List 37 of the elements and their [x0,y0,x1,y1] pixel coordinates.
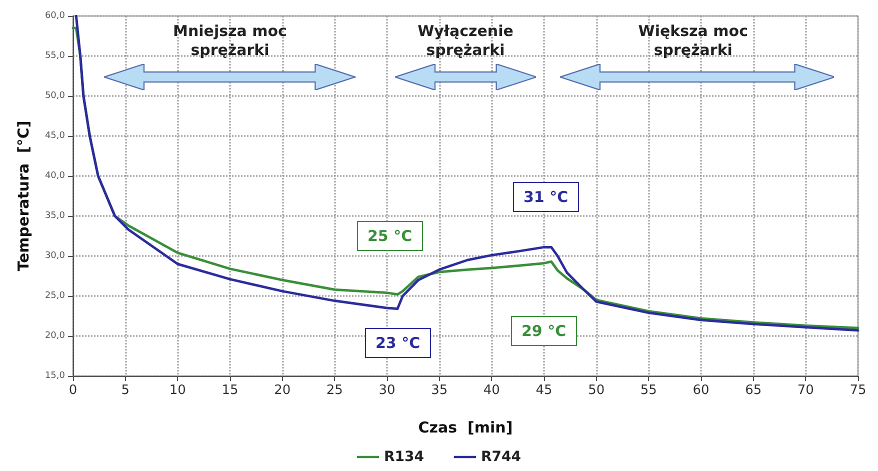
x-tick-label: 25 [326,383,343,398]
y-tick-label: 30,0 [44,251,66,261]
x-tick-label: 30 [378,383,396,398]
y-tick-label: 45,0 [44,131,66,141]
y-tick-label: 50,0 [44,91,66,101]
x-tick-label: 75 [850,383,866,398]
x-tick-label: 10 [169,383,186,398]
annotation: Większa moc sprężarki [637,22,749,60]
x-tick-label: 60 [692,383,710,398]
annotation: 23 °C [364,328,432,358]
annotation: 31 °C [512,182,580,212]
y-tick-label: 60,0 [44,11,66,21]
y-tick-label: 40,0 [44,171,66,181]
y-tick-label: 35,0 [44,211,66,221]
annotation: 29 °C [510,316,578,346]
y-tick-label: 25,0 [44,291,66,301]
annotation: Mniejsza moc sprężarki [172,22,288,60]
x-axis-title: Czas [min] [418,418,513,436]
x-tick-label: 40 [483,383,500,398]
y-tick-label: 20,0 [44,331,66,341]
x-tick-label: 65 [745,383,762,398]
x-tick-label: 70 [797,383,814,398]
x-tick-label: 5 [121,383,130,398]
x-tick-label: 55 [640,383,657,398]
x-tick-label: 20 [274,383,291,398]
annotation: Wyłączenie sprężarki [416,22,514,60]
y-tick-label: 15,0 [44,371,66,381]
x-tick-label: 15 [222,383,238,398]
x-tick-label: 35 [431,383,448,398]
x-tick-label: 45 [536,383,552,398]
x-tick-label: 50 [588,383,605,398]
legend-label: R744 [481,449,522,465]
x-tick-label: 0 [68,383,78,398]
annotation: 25 °C [356,221,424,251]
y-axis-title: Temperatura [°C] [14,120,32,272]
y-tick-label: 55,0 [44,51,66,61]
legend-label: R134 [384,449,424,465]
